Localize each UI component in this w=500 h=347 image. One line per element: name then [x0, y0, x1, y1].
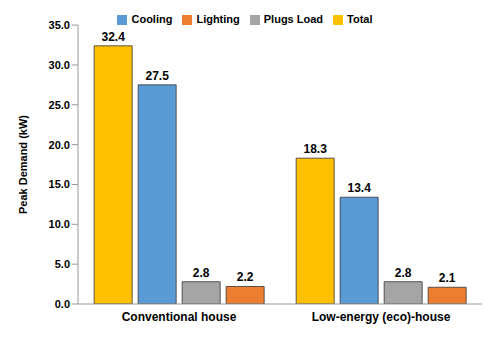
html-text:Plugs Load: Plugs Load — [263, 13, 324, 25]
svg-text:0.0: 0.0 — [55, 298, 70, 310]
svg-text:15.0: 15.0 — [49, 178, 70, 190]
html-text:Total: Total — [347, 13, 373, 25]
svg-text:25.0: 25.0 — [49, 99, 70, 111]
svg-text:Conventional house: Conventional house — [122, 310, 237, 324]
svg-text:32.4: 32.4 — [101, 30, 125, 44]
svg-text:2.2: 2.2 — [237, 270, 254, 284]
svg-text:20.0: 20.0 — [49, 139, 70, 151]
svg-text:13.4: 13.4 — [347, 181, 371, 195]
svg-text:10.0: 10.0 — [49, 218, 70, 230]
svg-text:27.5: 27.5 — [145, 69, 169, 83]
svg-text:Low-energy (eco)-house: Low-energy (eco)-house — [312, 310, 451, 324]
svg-text:2.8: 2.8 — [193, 266, 210, 280]
svg-text:Peak Demand (kW): Peak Demand (kW) — [17, 115, 29, 214]
svg-text:2.1: 2.1 — [439, 271, 456, 285]
html-text:Cooling: Cooling — [131, 13, 173, 25]
svg-text:18.3: 18.3 — [303, 142, 327, 156]
svg-text:30.0: 30.0 — [49, 59, 70, 71]
svg-text:35.0: 35.0 — [49, 19, 70, 31]
html-text:Lighting: Lighting — [196, 13, 240, 25]
svg-text:2.8: 2.8 — [395, 266, 412, 280]
svg-text:5.0: 5.0 — [55, 258, 70, 270]
